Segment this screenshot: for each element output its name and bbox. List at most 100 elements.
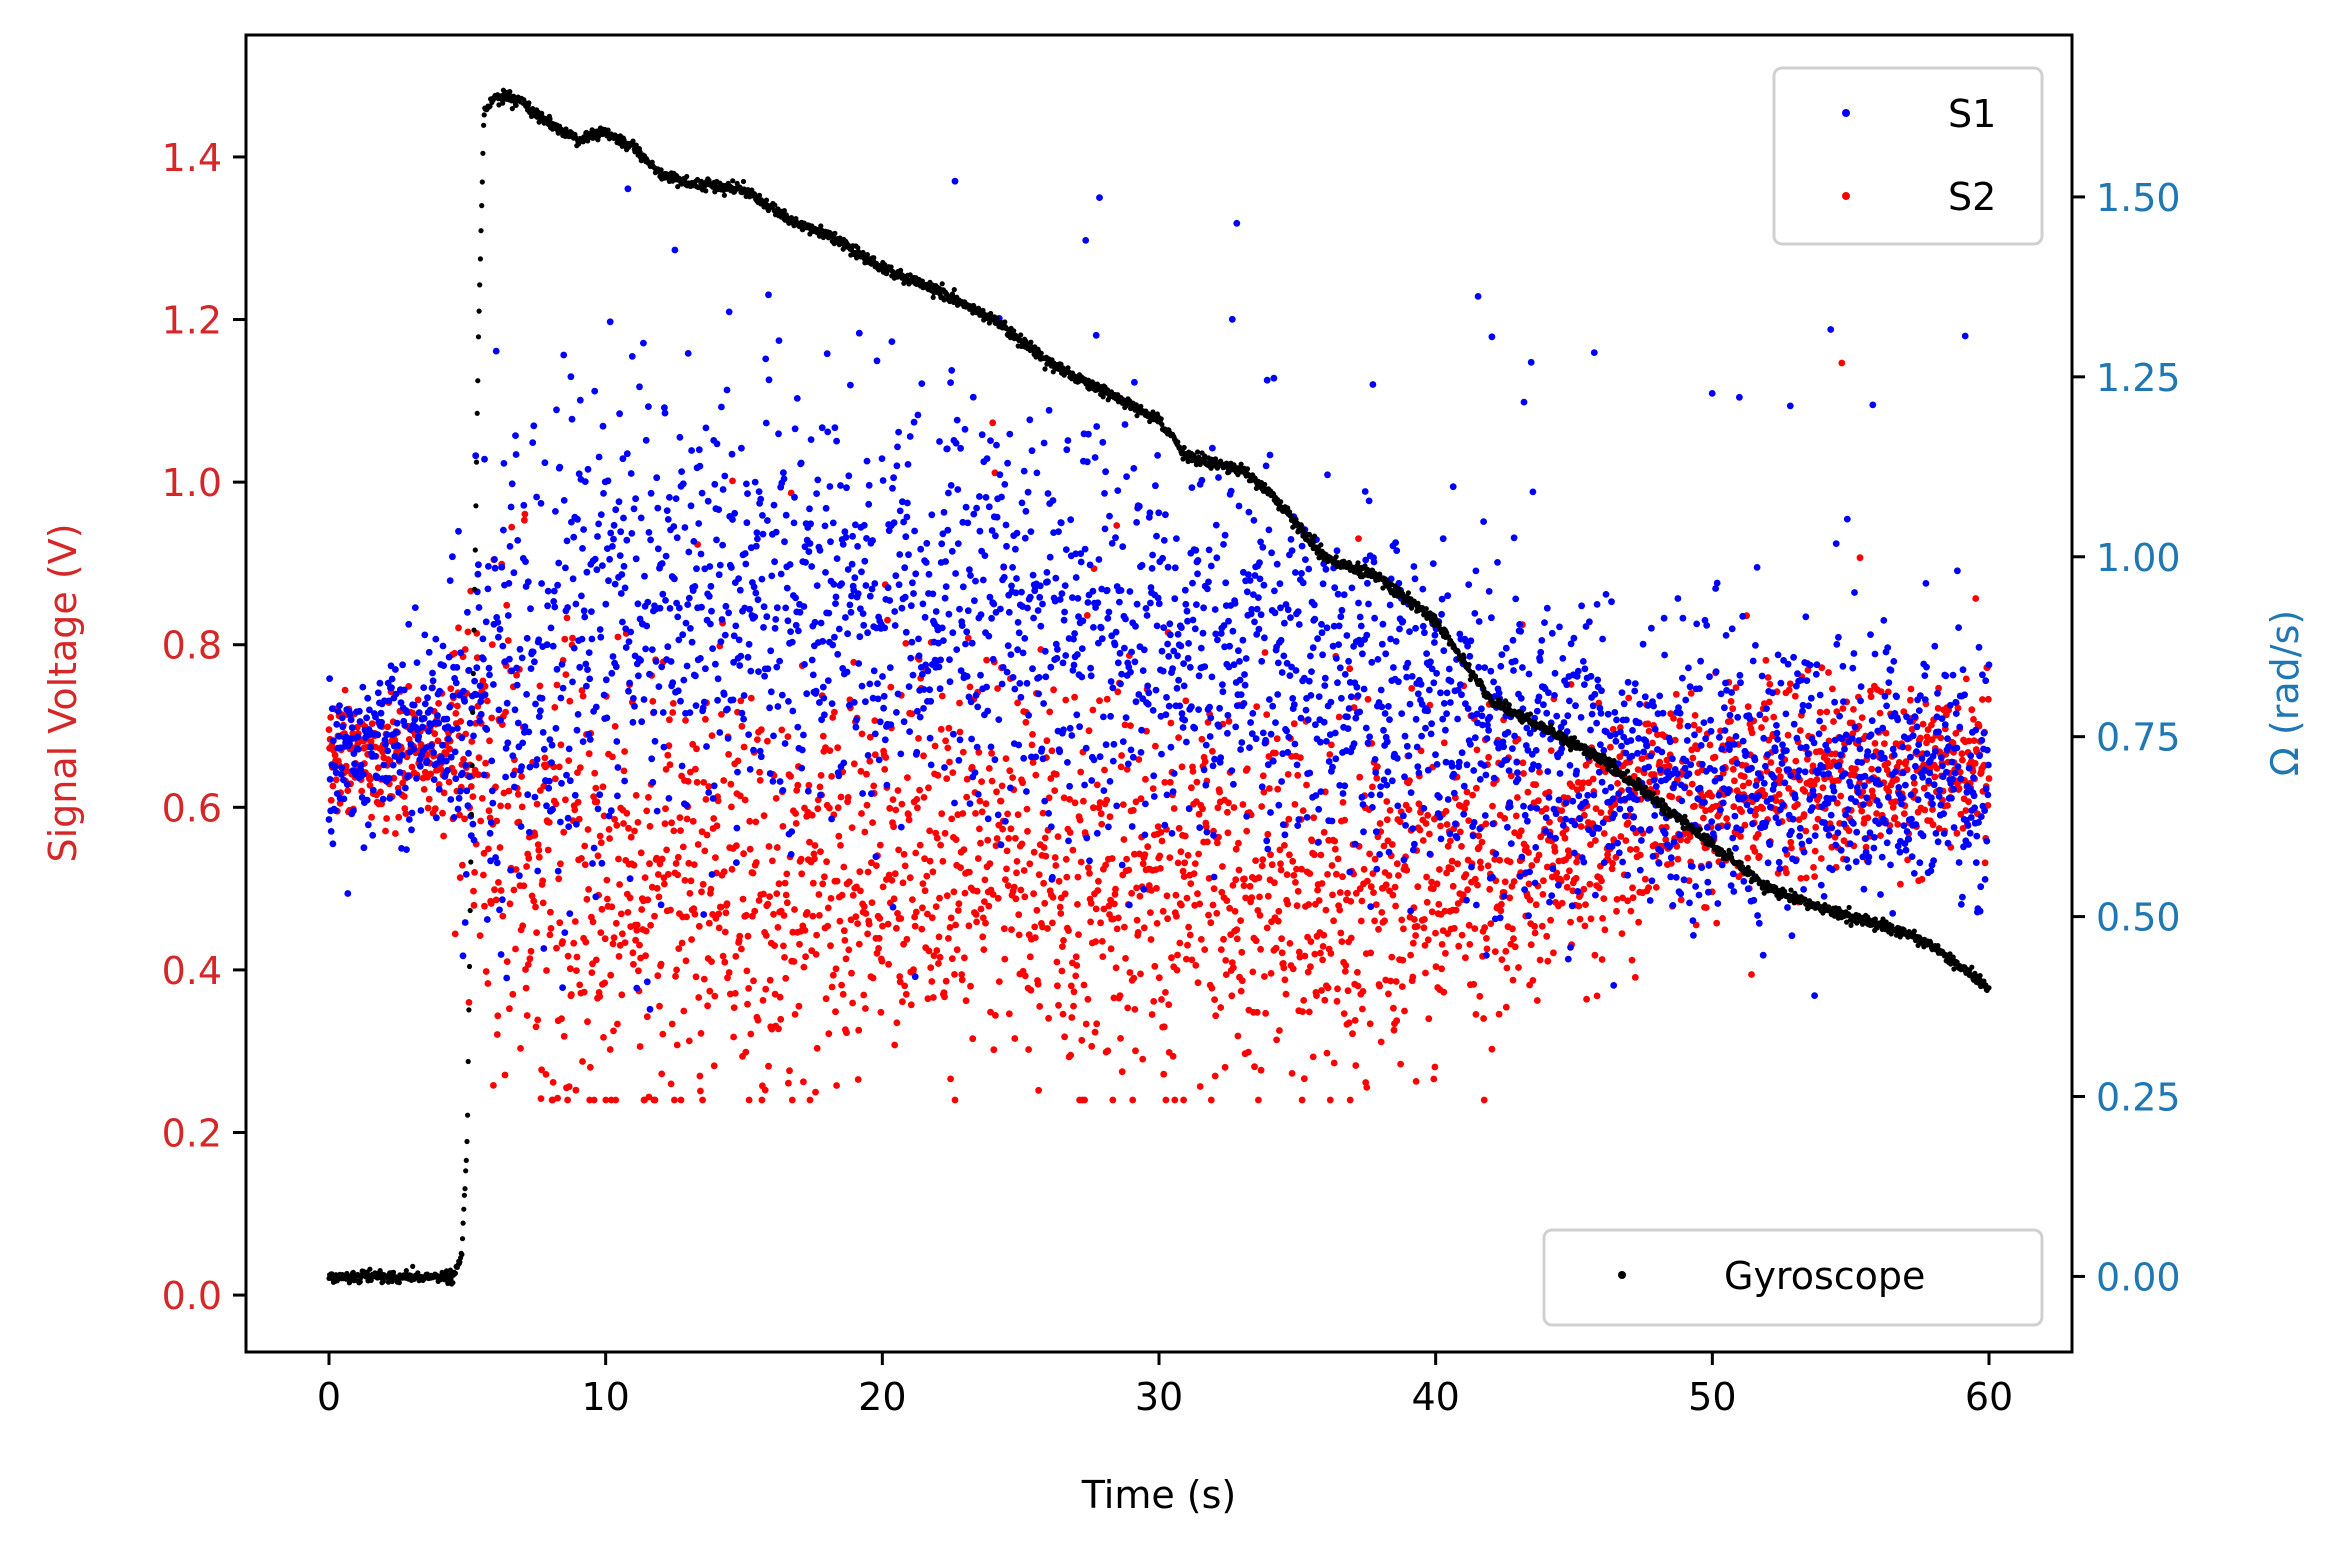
series-point [1324, 984, 1332, 992]
series-point [951, 177, 959, 185]
series-point [1202, 781, 1210, 789]
series-point [485, 807, 493, 815]
series-point [1180, 660, 1187, 667]
series-point [930, 994, 937, 1001]
series-point [627, 470, 635, 477]
series-point [989, 891, 997, 898]
series-point [764, 517, 771, 524]
series-point [1393, 547, 1401, 554]
series-point [1102, 468, 1109, 476]
series-point [791, 493, 798, 501]
series-point [1121, 421, 1129, 428]
series-point [1070, 635, 1077, 643]
series-point [1111, 900, 1118, 908]
series-point [1236, 676, 1244, 684]
series-point [747, 1030, 755, 1038]
series-point [635, 967, 642, 975]
series-point [1662, 836, 1670, 843]
series-point [1286, 940, 1294, 947]
series-point [1535, 797, 1542, 805]
series-point [646, 1005, 654, 1013]
series-point [417, 807, 425, 814]
series-point [1333, 547, 1341, 555]
series-point [1364, 695, 1372, 703]
series-point [1392, 978, 1400, 985]
series-point [491, 556, 498, 563]
series-point [538, 1066, 545, 1074]
series-point [626, 875, 634, 883]
series-point [1185, 640, 1192, 647]
series-point [1498, 956, 1506, 963]
series-point [1091, 454, 1099, 461]
series-point [507, 503, 515, 511]
series-point [1420, 805, 1428, 812]
series-point [443, 715, 451, 723]
series-point [589, 860, 596, 867]
series-point [874, 680, 881, 687]
series-point [1203, 828, 1211, 836]
series-point [798, 870, 806, 878]
series-point [1105, 902, 1113, 910]
series-point [1298, 542, 1306, 550]
series-point [741, 796, 749, 804]
series-point [1094, 887, 1102, 894]
series-point [873, 357, 881, 365]
series-point [400, 686, 408, 694]
series-point [1786, 680, 1794, 688]
series-point [1065, 927, 1072, 934]
series-point [552, 724, 560, 732]
series-point [1134, 929, 1142, 936]
series-point [1437, 822, 1444, 830]
series-point [1127, 722, 1134, 729]
series-point [1113, 802, 1121, 810]
series-point [760, 624, 767, 631]
series-point [656, 1002, 663, 1010]
series-point [1055, 1001, 1062, 1009]
series-point [616, 881, 623, 888]
series-point [586, 736, 594, 743]
series-point [520, 882, 528, 890]
series-point [685, 1037, 693, 1045]
series-point [1419, 622, 1427, 630]
series-point [1180, 682, 1188, 690]
series-point [794, 723, 802, 731]
series-point [1153, 622, 1161, 630]
series-point [1253, 605, 1261, 613]
series-point [1117, 1035, 1124, 1042]
series-point [561, 635, 569, 643]
series-point [1214, 804, 1222, 812]
series-point [1351, 840, 1359, 848]
series-point [861, 828, 869, 836]
series-point [1403, 866, 1411, 874]
series-point [551, 704, 559, 711]
series-point [889, 484, 896, 492]
series-point [1576, 915, 1584, 923]
series-point [1191, 625, 1199, 633]
series-point [868, 899, 876, 906]
series-point [893, 924, 900, 932]
series-point [1061, 608, 1068, 616]
series-point [702, 424, 710, 432]
series-point [1255, 594, 1262, 601]
series-point [1424, 811, 1432, 819]
series-point [510, 886, 518, 894]
series-point [1200, 604, 1207, 612]
series-point [1113, 522, 1121, 529]
series-point [1081, 781, 1088, 789]
series-point [1907, 696, 1914, 704]
series-point [688, 638, 696, 646]
series-point [796, 608, 804, 616]
series-point [522, 984, 530, 992]
series-point [1462, 954, 1469, 962]
series-point [759, 530, 767, 538]
series-point [1320, 718, 1328, 726]
series-point [593, 798, 601, 806]
series-point [1372, 901, 1380, 908]
series-point [1314, 839, 1322, 846]
series-point [997, 605, 1004, 613]
series-point [688, 447, 695, 454]
series-point [1206, 733, 1214, 740]
series-point [477, 710, 485, 718]
series-point [1241, 681, 1249, 689]
series-point [891, 622, 899, 629]
